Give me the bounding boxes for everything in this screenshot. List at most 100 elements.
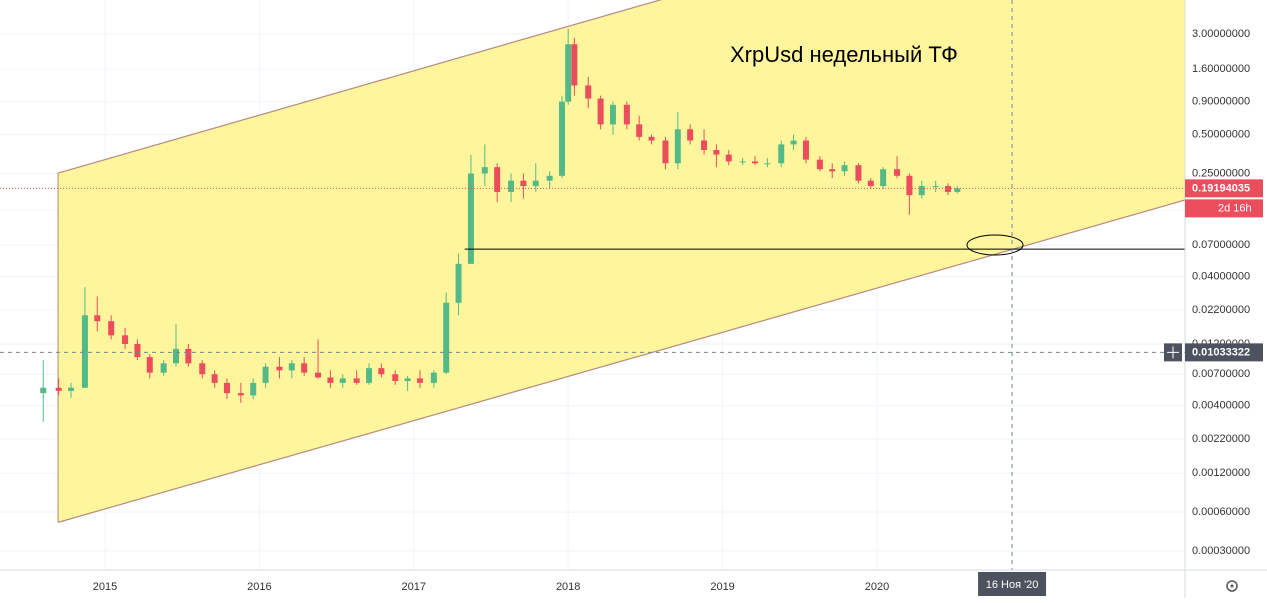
- candle-body: [494, 167, 501, 192]
- candle-body: [597, 98, 604, 125]
- channel-line: [57, 0, 663, 174]
- candle-body: [565, 44, 572, 102]
- y-tick-label: 0.90000000: [1192, 96, 1250, 108]
- candle-body: [185, 348, 192, 364]
- candle-body: [173, 348, 180, 364]
- candle-body: [546, 175, 553, 181]
- candle-body: [687, 129, 694, 141]
- candle-body: [94, 315, 101, 322]
- add-alert-icon: [1167, 346, 1179, 359]
- candle-body: [713, 150, 720, 155]
- candle-body: [609, 104, 616, 125]
- candle-body: [134, 343, 141, 358]
- candle-body: [55, 387, 62, 391]
- candle-body: [276, 366, 283, 371]
- candle-body: [954, 188, 961, 192]
- x-tick-label: 2018: [556, 581, 580, 593]
- candle-body: [160, 363, 167, 373]
- y-tick-label: 0.25000000: [1192, 167, 1250, 179]
- candle-body: [752, 161, 759, 164]
- crosshair-price-label: 0.01033322: [1192, 346, 1250, 358]
- countdown-box: [1185, 199, 1263, 218]
- candle-body: [532, 180, 539, 187]
- last-price-label: 0.19194035: [1192, 182, 1250, 194]
- candle-body: [829, 169, 836, 172]
- candle-body: [662, 140, 669, 164]
- x-tick-label: 2017: [402, 581, 426, 593]
- candle-body: [288, 363, 295, 371]
- candle-body: [802, 140, 809, 160]
- candle-body: [250, 382, 257, 396]
- candle-body: [867, 180, 874, 187]
- y-tick-label: 0.00060000: [1192, 506, 1250, 518]
- last-price-box: [1185, 179, 1263, 198]
- candle-body: [315, 372, 322, 378]
- y-tick-label: 0.04000000: [1192, 270, 1250, 282]
- candle-body: [585, 85, 592, 99]
- y-tick-label: 0.00120000: [1192, 467, 1250, 479]
- x-tick-label: 2020: [865, 581, 889, 593]
- candle-body: [443, 302, 450, 373]
- candle-body: [455, 263, 462, 303]
- candle-body: [430, 372, 437, 383]
- candle-body: [932, 186, 939, 188]
- candle-body: [623, 104, 630, 125]
- channel-line: [57, 199, 1185, 523]
- candle-body: [816, 159, 823, 170]
- crosshair-price-box: [1185, 343, 1263, 362]
- candle-body: [416, 378, 423, 383]
- candle-body: [855, 165, 862, 181]
- candle-body: [508, 180, 515, 192]
- candle-body: [237, 393, 244, 396]
- candle-body: [778, 144, 785, 164]
- y-tick-label: 0.02200000: [1192, 304, 1250, 316]
- candle-body: [725, 154, 732, 162]
- candle-body: [674, 129, 681, 164]
- y-tick-label: 0.07000000: [1192, 239, 1250, 251]
- candle-body: [366, 368, 373, 383]
- highlight-ellipse: [966, 234, 1024, 256]
- candle-body: [262, 366, 269, 383]
- countdown-label: 2d 16h: [1218, 202, 1252, 214]
- x-tick-label: 2016: [247, 581, 271, 593]
- candle-body: [945, 186, 951, 192]
- candle-body: [880, 169, 887, 187]
- candle-body: [918, 186, 925, 196]
- candle-body: [353, 378, 360, 383]
- candle-body: [108, 321, 115, 336]
- candle-body: [301, 363, 308, 373]
- candle-body: [404, 378, 411, 382]
- candle-body: [648, 136, 655, 141]
- candle-body: [339, 378, 346, 383]
- candle-body: [199, 363, 206, 375]
- candle-body: [906, 175, 913, 196]
- candle-body: [739, 161, 746, 163]
- candle-body: [68, 387, 75, 391]
- candle-body: [701, 140, 708, 151]
- candle-body: [378, 368, 385, 375]
- candle-body: [40, 387, 47, 394]
- chart-title: XrpUsd недельный ТФ: [730, 42, 958, 67]
- candle-body: [223, 382, 230, 394]
- candle-body: [520, 180, 527, 187]
- candle-body: [894, 169, 901, 176]
- y-tick-label: 1.60000000: [1192, 63, 1250, 75]
- candle-body: [122, 335, 129, 344]
- candle-body: [211, 374, 218, 383]
- candle-body: [636, 124, 643, 137]
- candle-body: [467, 173, 474, 264]
- y-tick-label: 0.00400000: [1192, 400, 1250, 412]
- candle-body: [790, 140, 797, 145]
- candle-body: [392, 374, 399, 382]
- channel-fill: [58, 0, 1185, 523]
- candle-body: [764, 163, 771, 165]
- settings-button[interactable]: [1226, 580, 1238, 592]
- candle-body: [559, 101, 566, 176]
- y-tick-label: 3.00000000: [1192, 28, 1250, 40]
- candle-body: [571, 44, 578, 86]
- crosshair-date-label: 16 Ноя '20: [986, 579, 1039, 591]
- x-tick-label: 2019: [710, 581, 734, 593]
- y-tick-label: 0.00220000: [1192, 433, 1250, 445]
- y-tick-label: 0.50000000: [1192, 129, 1250, 141]
